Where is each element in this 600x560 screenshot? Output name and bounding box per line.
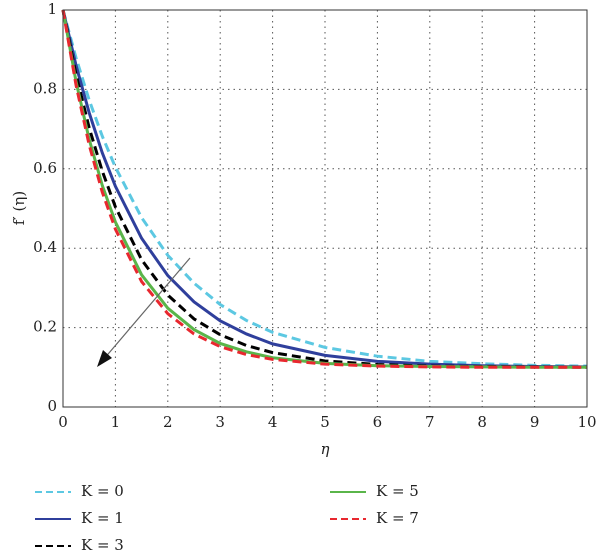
y-tick-label: 0.6 <box>33 159 57 177</box>
x-axis-label: η <box>321 440 330 458</box>
lines <box>61 9 588 369</box>
legend-label: K = 5 <box>376 482 419 500</box>
x-tick-label: 6 <box>373 413 383 431</box>
x-tick-label: 4 <box>268 413 278 431</box>
arrow <box>97 257 191 367</box>
x-tick-label: 0 <box>58 413 68 431</box>
x-tick-label: 9 <box>530 413 540 431</box>
series-line <box>61 9 588 369</box>
legend-label: K = 7 <box>376 509 419 527</box>
x-tick-label: 5 <box>320 413 330 431</box>
y-tick-label: 1 <box>47 0 57 18</box>
arrow-head <box>97 350 112 367</box>
legend-label: K = 1 <box>81 509 124 527</box>
x-tick-label: 3 <box>215 413 225 431</box>
series-line <box>61 9 588 368</box>
x-tick-label: 1 <box>111 413 121 431</box>
y-tick-label: 0.2 <box>33 318 57 336</box>
legend-label: K = 3 <box>81 536 124 554</box>
plot-frame <box>62 9 588 408</box>
y-tick-label: 0 <box>47 397 57 415</box>
x-tick-label: 2 <box>163 413 173 431</box>
y-tick-label: 0.4 <box>33 238 57 256</box>
y-axis-label: f′ (η) <box>10 191 28 225</box>
x-tick-label: 7 <box>425 413 435 431</box>
series-line <box>61 9 587 369</box>
legend-label: K = 0 <box>81 482 124 500</box>
arrow-shaft <box>102 257 191 361</box>
x-tick-label: 8 <box>477 413 487 431</box>
legend: K = 0 K = 1 K = 3 K = 5 K = 7 <box>35 482 419 554</box>
x-tick-label: 10 <box>577 413 596 431</box>
y-tick-label: 0.8 <box>33 79 57 97</box>
